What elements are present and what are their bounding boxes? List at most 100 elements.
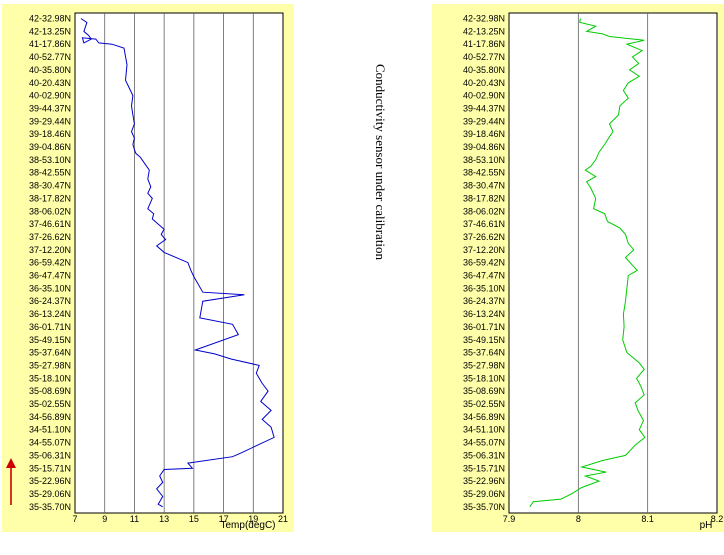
temp-latitude-label: 37-26.62N (29, 232, 71, 242)
temp-latitude-label: 38-42.55N (29, 168, 71, 178)
temp-x-axis-label: Temp(degC) (220, 520, 275, 531)
ph-x-tick-label: 7.9 (503, 514, 516, 524)
ph-latitude-label: 38-53.10N (463, 155, 505, 165)
temp-latitude-label: 35-27.98N (29, 360, 71, 370)
temp-x-tick-label: 15 (189, 514, 199, 524)
ph-latitude-label: 37-26.62N (463, 232, 505, 242)
temp-latitude-label: 42-32.98N (29, 14, 71, 24)
ph-latitude-label: 35-22.96N (463, 476, 505, 486)
ph-latitude-label: 35-18.10N (463, 373, 505, 383)
temp-x-tick-label: 11 (130, 514, 139, 524)
ph-latitude-label: 41-17.86N (463, 39, 505, 49)
ph-latitude-label: 37-12.20N (463, 245, 505, 255)
temp-latitude-label: 34-55.07N (29, 438, 71, 448)
ph-latitude-label: 36-47.47N (463, 271, 505, 281)
ph-series-line (529, 18, 646, 508)
temp-latitude-label: 39-29.44N (29, 116, 71, 126)
ph-latitude-label: 36-13.24N (463, 309, 505, 319)
temp-latitude-label: 36-59.42N (29, 258, 71, 268)
ph-latitude-label: 35-49.15N (463, 335, 505, 345)
ph-latitude-label: 39-44.37N (463, 103, 505, 113)
ph-latitude-label: 35-27.98N (463, 360, 505, 370)
ph-x-tick-label: 8.1 (641, 514, 654, 524)
ph-x-tick-label: 8 (576, 514, 581, 524)
temp-latitude-label: 36-47.47N (29, 271, 71, 281)
temp-x-tick-label: 7 (72, 514, 77, 524)
ph-x-tick-label: 8.2 (711, 514, 724, 524)
ph-latitude-label: 36-35.10N (463, 283, 505, 293)
ph-latitude-label: 38-17.82N (463, 193, 505, 203)
ph-latitude-label: 35-35.70N (463, 502, 505, 512)
ph-latitude-label: 36-59.42N (463, 258, 505, 268)
direction-arrow (6, 458, 16, 505)
temp-x-tick-labels: 7 9 11 13 15 17 19 21 (72, 514, 288, 524)
temp-x-tick-label: 9 (102, 514, 107, 524)
temp-latitude-label: 38-30.47N (29, 181, 71, 191)
temp-latitude-label: 35-15.71N (29, 463, 71, 473)
ph-latitude-label: 37-46.61N (463, 219, 505, 229)
ph-latitude-label: 40-02.90N (463, 91, 505, 101)
temp-latitude-label: 38-17.82N (29, 193, 71, 203)
temp-latitude-label: 37-46.61N (29, 219, 71, 229)
ph-latitude-label: 34-55.07N (463, 438, 505, 448)
ph-latitude-label: 39-18.46N (463, 129, 505, 139)
temp-latitude-label: 39-44.37N (29, 103, 71, 113)
ph-latitude-label: 35-29.06N (463, 489, 505, 499)
temp-latitude-label: 34-51.10N (29, 425, 71, 435)
ph-latitude-label: 38-42.55N (463, 168, 505, 178)
temp-latitude-label: 36-13.24N (29, 309, 71, 319)
temp-latitude-labels: 42-32.98N 42-13.25N 41-17.86N 40-52.77N 40-3… (29, 14, 71, 512)
temp-latitude-label: 38-06.02N (29, 206, 71, 216)
ph-latitude-label: 39-04.86N (463, 142, 505, 152)
ph-x-axis-label: pH (700, 520, 713, 531)
ph-latitude-label: 34-51.10N (463, 425, 505, 435)
ph-latitude-label: 39-29.44N (463, 116, 505, 126)
temp-latitude-label: 35-06.31N (29, 450, 71, 460)
ph-latitude-label: 35-06.31N (463, 450, 505, 460)
temp-gridlines (104, 13, 254, 513)
ph-latitude-label: 35-15.71N (463, 463, 505, 473)
calibration-note: Conductivity sensor under calibration (373, 64, 388, 261)
temp-latitude-label: 35-02.55N (29, 399, 71, 409)
temp-latitude-label: 34-56.89N (29, 412, 71, 422)
temp-x-tick-label: 19 (248, 514, 258, 524)
temp-latitude-label: 37-12.20N (29, 245, 71, 255)
temp-latitude-label: 41-17.86N (29, 39, 71, 49)
temp-latitude-label: 35-08.69N (29, 386, 71, 396)
ph-latitude-label: 38-06.02N (463, 206, 505, 216)
ph-x-tick-labels: 7.9 8 8.1 8.2 (503, 514, 724, 524)
temp-latitude-label: 40-35.80N (29, 65, 71, 75)
ph-latitude-label: 42-32.98N (463, 14, 505, 24)
temp-latitude-label: 35-35.70N (29, 502, 71, 512)
temp-latitude-label: 35-18.10N (29, 373, 71, 383)
temp-plot-area (74, 12, 284, 514)
ph-latitude-label: 34-56.89N (463, 412, 505, 422)
ph-latitude-labels: 42-32.98N 42-13.25N 41-17.86N 40-52.77N 40-3… (463, 14, 505, 512)
ph-latitude-label: 42-13.25N (463, 26, 505, 36)
temp-x-tick-label: 17 (219, 514, 229, 524)
ph-latitude-label: 36-01.71N (463, 322, 505, 332)
temp-latitude-label: 35-37.64N (29, 348, 71, 358)
temp-latitude-label: 42-13.25N (29, 26, 71, 36)
ph-latitude-label: 35-37.64N (463, 348, 505, 358)
temp-latitude-label: 39-18.46N (29, 129, 71, 139)
temp-latitude-label: 35-22.96N (29, 476, 71, 486)
temp-latitude-label: 36-24.37N (29, 296, 71, 306)
temp-latitude-label: 40-20.43N (29, 78, 71, 88)
temp-latitude-label: 40-52.77N (29, 52, 71, 62)
ph-gridlines (577, 13, 649, 513)
ph-latitude-label: 35-08.69N (463, 386, 505, 396)
ph-latitude-label: 36-24.37N (463, 296, 505, 306)
ph-latitude-label: 40-35.80N (463, 65, 505, 75)
temp-latitude-label: 38-53.10N (29, 155, 71, 165)
temp-latitude-label: 36-35.10N (29, 283, 71, 293)
temp-series-line (80, 18, 275, 508)
temp-x-tick-label: 13 (159, 514, 169, 524)
temp-latitude-label: 35-49.15N (29, 335, 71, 345)
temp-latitude-label: 40-02.90N (29, 91, 71, 101)
ph-latitude-label: 35-02.55N (463, 399, 505, 409)
temp-x-tick-label: 21 (278, 514, 288, 524)
ph-latitude-label: 40-52.77N (463, 52, 505, 62)
temp-latitude-label: 39-04.86N (29, 142, 71, 152)
